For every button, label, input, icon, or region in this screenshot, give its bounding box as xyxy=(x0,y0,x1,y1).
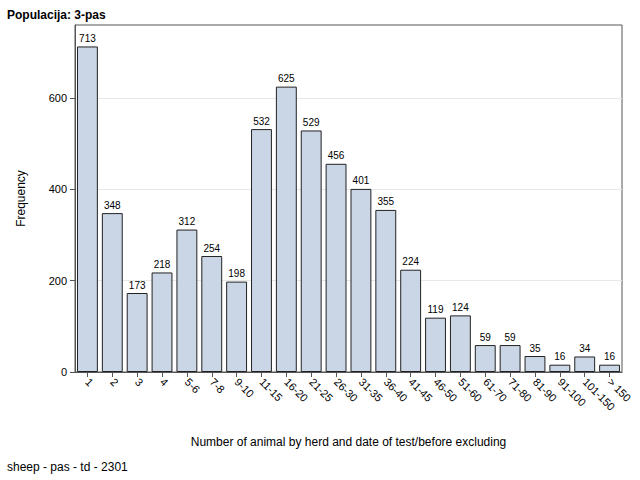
svg-text:Frequency: Frequency xyxy=(14,170,28,227)
svg-text:2: 2 xyxy=(108,376,121,389)
svg-text:625: 625 xyxy=(278,73,295,84)
svg-text:173: 173 xyxy=(129,280,146,291)
svg-text:348: 348 xyxy=(104,200,121,211)
svg-text:16: 16 xyxy=(554,351,566,362)
svg-text:312: 312 xyxy=(179,216,196,227)
svg-text:41-45: 41-45 xyxy=(406,376,434,404)
svg-text:3: 3 xyxy=(133,376,146,389)
svg-text:1: 1 xyxy=(83,376,96,389)
svg-text:46-50: 46-50 xyxy=(431,376,459,404)
svg-text:26-30: 26-30 xyxy=(332,376,360,404)
svg-text:Populacija: 3-pas: Populacija: 3-pas xyxy=(7,8,106,22)
svg-text:224: 224 xyxy=(402,256,419,267)
svg-text:11-15: 11-15 xyxy=(257,376,285,404)
svg-text:31-35: 31-35 xyxy=(357,376,385,404)
svg-text:254: 254 xyxy=(203,243,220,254)
svg-text:> 150: > 150 xyxy=(605,376,633,404)
svg-text:9-10: 9-10 xyxy=(232,376,256,400)
svg-text:91-100: 91-100 xyxy=(555,375,589,409)
svg-text:124: 124 xyxy=(452,302,469,313)
svg-text:16: 16 xyxy=(604,351,616,362)
svg-text:sheep - pas - td - 2301: sheep - pas - td - 2301 xyxy=(7,460,128,474)
svg-text:200: 200 xyxy=(49,275,67,287)
svg-text:71-80: 71-80 xyxy=(506,376,534,404)
svg-text:0: 0 xyxy=(61,366,67,378)
svg-text:713: 713 xyxy=(79,33,96,44)
svg-text:16-20: 16-20 xyxy=(282,376,310,404)
svg-text:400: 400 xyxy=(49,183,67,195)
svg-text:101-150: 101-150 xyxy=(580,375,618,413)
svg-text:7-8: 7-8 xyxy=(208,376,228,396)
svg-text:355: 355 xyxy=(377,196,394,207)
svg-text:59: 59 xyxy=(480,332,492,343)
svg-text:34: 34 xyxy=(579,343,591,354)
svg-text:5-6: 5-6 xyxy=(183,376,203,396)
svg-text:51-60: 51-60 xyxy=(456,376,484,404)
svg-text:Number of animal by herd and d: Number of animal by herd and date of tes… xyxy=(191,435,507,449)
svg-text:4: 4 xyxy=(158,376,171,389)
svg-text:61-70: 61-70 xyxy=(481,376,509,404)
svg-text:401: 401 xyxy=(353,175,370,186)
svg-text:21-25: 21-25 xyxy=(307,376,335,404)
svg-text:81-90: 81-90 xyxy=(531,376,559,404)
svg-text:36-40: 36-40 xyxy=(382,376,410,404)
svg-text:119: 119 xyxy=(428,304,444,315)
svg-text:35: 35 xyxy=(529,343,541,354)
svg-text:529: 529 xyxy=(303,117,320,128)
svg-text:198: 198 xyxy=(228,268,245,279)
svg-text:600: 600 xyxy=(49,92,67,104)
svg-text:59: 59 xyxy=(505,332,517,343)
svg-text:218: 218 xyxy=(154,259,171,270)
svg-text:456: 456 xyxy=(328,150,345,161)
svg-text:532: 532 xyxy=(253,116,270,127)
